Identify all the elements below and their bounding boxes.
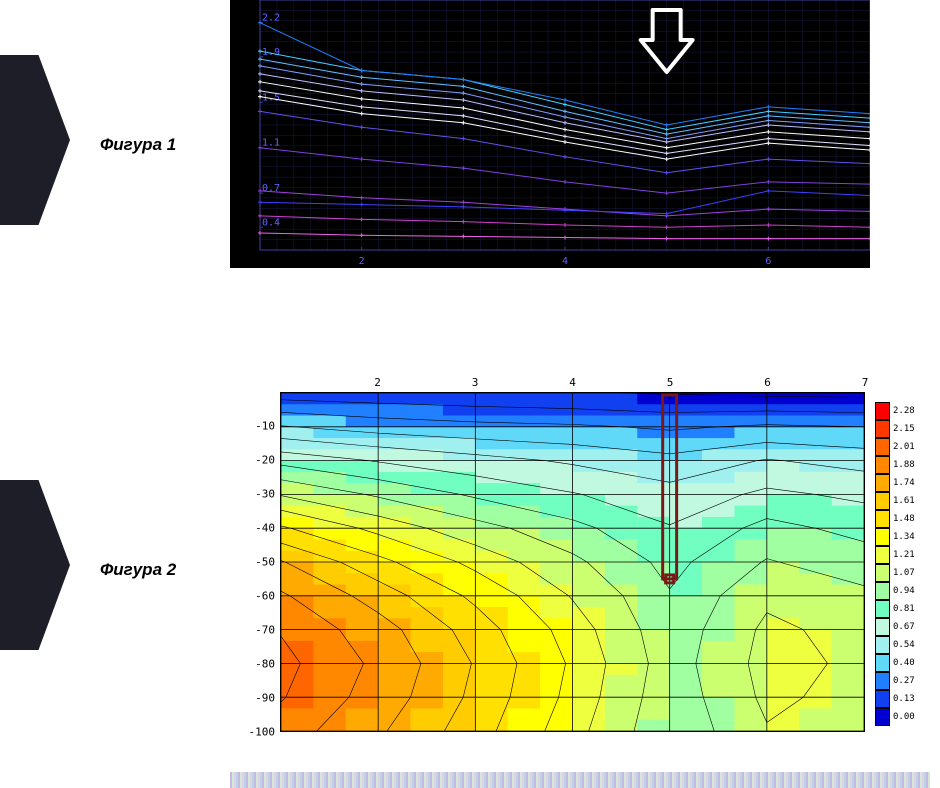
chevron-figure2 — [0, 480, 70, 650]
legend-swatch: 0.13 — [875, 690, 930, 708]
svg-text:2.2: 2.2 — [262, 13, 280, 24]
contour-ytick: -70 — [240, 624, 275, 637]
legend-swatch: 1.21 — [875, 546, 930, 564]
contour-ytick: -90 — [240, 692, 275, 705]
contour-xtick: 4 — [569, 376, 576, 389]
legend-swatch: 0.27 — [875, 672, 930, 690]
chevron-figure1 — [0, 55, 70, 225]
legend-swatch: 0.94 — [875, 582, 930, 600]
legend-swatch: 0.40 — [875, 654, 930, 672]
contour-xtick: 6 — [764, 376, 771, 389]
legend-swatch: 2.15 — [875, 420, 930, 438]
noise-strip — [230, 772, 930, 788]
contour-xtick: 7 — [862, 376, 869, 389]
figure2-label: Фигура 2 — [100, 560, 176, 580]
legend-swatch: 1.88 — [875, 456, 930, 474]
contour-ytick: -40 — [240, 522, 275, 535]
legend-swatch: 0.54 — [875, 636, 930, 654]
legend-swatch: 0.00 — [875, 708, 930, 726]
legend-swatch: 0.67 — [875, 618, 930, 636]
contour-ytick: -30 — [240, 488, 275, 501]
legend-swatch: 2.28 — [875, 402, 930, 420]
contour-xtick: 5 — [667, 376, 674, 389]
contour-chart-area: 2 3 4 5 6 7 -10 -20 -30 -40 -50 -60 -70 -80 -90 -100 2… — [230, 372, 930, 742]
legend-swatch: 1.61 — [875, 492, 930, 510]
legend-swatch: 1.07 — [875, 564, 930, 582]
legend-swatch: 2.01 — [875, 438, 930, 456]
legend-swatch: 1.74 — [875, 474, 930, 492]
contour-chart — [280, 392, 865, 732]
svg-text:0.4: 0.4 — [262, 217, 280, 228]
contour-ytick: -80 — [240, 658, 275, 671]
svg-text:1.1: 1.1 — [262, 138, 280, 149]
contour-legend: 2.282.152.011.881.741.611.481.341.211.07… — [875, 402, 930, 726]
contour-ytick: -60 — [240, 590, 275, 603]
svg-text:2: 2 — [359, 256, 365, 267]
legend-swatch: 1.48 — [875, 510, 930, 528]
contour-ytick: -50 — [240, 556, 275, 569]
contour-ytick: -10 — [240, 420, 275, 433]
line-chart: 0.40.71.11.51.92.2246 — [230, 0, 870, 268]
svg-text:4: 4 — [562, 256, 568, 267]
figure1-label: Фигура 1 — [100, 135, 176, 155]
contour-ytick: -100 — [240, 726, 275, 739]
contour-ytick: -20 — [240, 454, 275, 467]
contour-xtick: 2 — [374, 376, 381, 389]
legend-swatch: 1.34 — [875, 528, 930, 546]
contour-xtick: 3 — [472, 376, 479, 389]
legend-swatch: 0.81 — [875, 600, 930, 618]
svg-text:6: 6 — [765, 256, 771, 267]
